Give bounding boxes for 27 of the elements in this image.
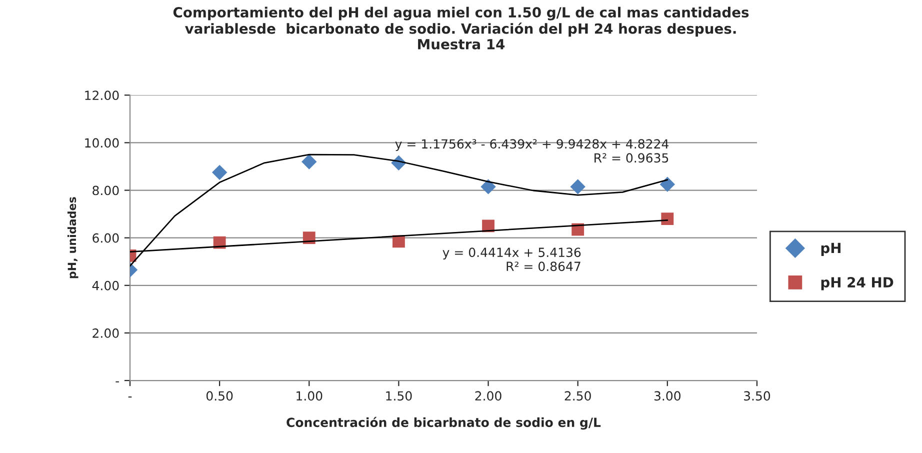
point xyxy=(570,179,586,194)
y-tick-label: 10.00 xyxy=(85,138,119,148)
point xyxy=(212,164,228,180)
x-tick-label: 2.50 xyxy=(564,391,591,401)
y-tick-label: 12.00 xyxy=(85,90,119,100)
x-axis-title: Concentración de bicarbnato de sodio en g/L xyxy=(286,416,601,430)
x-tick-label: 1.50 xyxy=(386,391,412,401)
x-tick-label: 2.00 xyxy=(475,391,502,401)
y-tick-label: 4.00 xyxy=(92,280,119,290)
point xyxy=(661,212,674,226)
chart-title: Comportamiento del pH del agua miel con 1.50 g/L de cal mas cantidades variablesde bicarbonato de sodio. Variación del pH 24 horas despues. Muestra 14 xyxy=(173,6,749,50)
x-tick-label: 3.00 xyxy=(654,391,680,401)
point xyxy=(660,176,676,192)
x-tick-label: 0.50 xyxy=(206,391,233,401)
point xyxy=(302,154,317,170)
annotation: y = 0.4414x + 5.4136 R² = 0.8647 xyxy=(442,248,581,272)
y-axis-title: pH, unidades xyxy=(67,197,78,278)
y-tick-label: 2.00 xyxy=(92,328,119,338)
legend-label: pH xyxy=(821,242,840,256)
y-tick-label: 8.00 xyxy=(92,186,119,196)
point xyxy=(480,179,496,194)
x-tick-label: 3.50 xyxy=(744,391,770,401)
y-tick-label: 6.00 xyxy=(92,233,119,243)
x-tick-label: 1.00 xyxy=(296,391,322,401)
annotation: y = 1.1756x³ - 6.439x² + 9.9428x + 4.8224 R² = 0.9635 xyxy=(395,139,668,163)
legend-label: pH 24 HD xyxy=(821,277,894,290)
y-tick-label: - xyxy=(116,381,119,382)
